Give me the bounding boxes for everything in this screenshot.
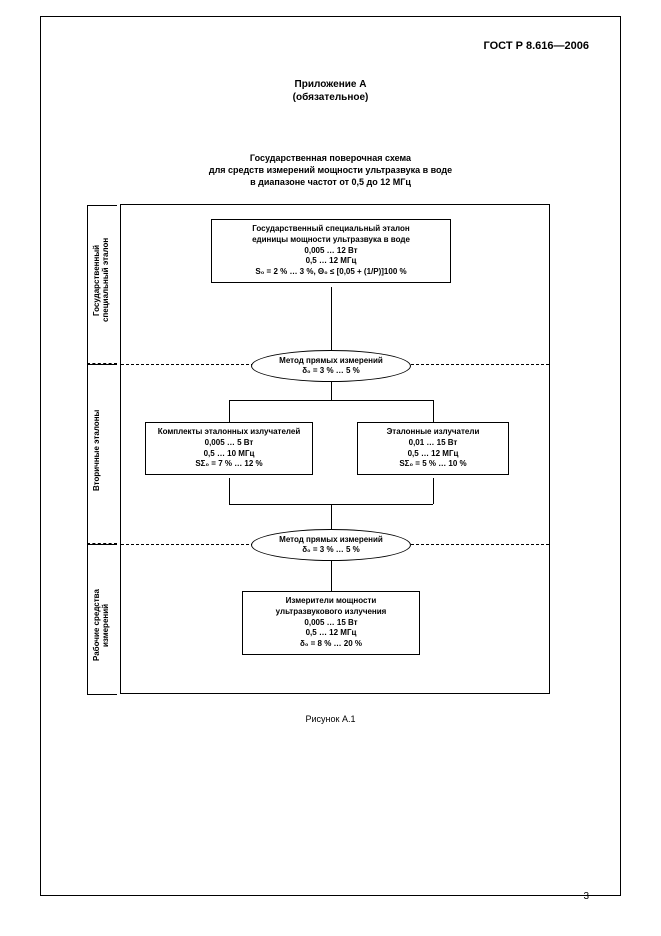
title-line-3: в диапазоне частот от 0,5 до 12 МГц xyxy=(0,176,661,188)
appendix-label: Приложение А xyxy=(0,78,661,91)
title-line-1: Государственная поверочная схема xyxy=(0,152,661,164)
document-code: ГОСТ Р 8.616—2006 xyxy=(484,40,589,52)
connector-3b xyxy=(433,478,434,504)
row-label-working: Рабочие средстваизмерений xyxy=(93,565,111,685)
page-number: 3 xyxy=(583,891,589,902)
diagram-title: Государственная поверочная схема для сре… xyxy=(0,152,661,188)
method1-l1: Метод прямых измерений xyxy=(252,356,410,366)
node-emitters: Эталонные излучатели 0,01 … 15 Вт 0,5 … … xyxy=(357,422,509,475)
figure-caption: Рисунок А.1 xyxy=(0,714,661,724)
emitters-l2: 0,01 … 15 Вт xyxy=(362,438,504,449)
connector-4 xyxy=(331,504,332,531)
connector-2b xyxy=(433,400,434,422)
emitters-l4: SΣ₀ = 5 % … 10 % xyxy=(362,459,504,470)
node-state-etalon: Государственный специальный эталон едини… xyxy=(211,219,451,283)
row-label-primary: Государственныйспециальный эталон xyxy=(93,215,111,345)
etalon-l2: единицы мощности ультразвука в воде xyxy=(216,235,446,246)
connector-2a xyxy=(229,400,230,422)
connector-5 xyxy=(331,561,332,591)
meters-l4: 0,5 … 12 МГц xyxy=(247,628,415,639)
etalon-l5: S₀ = 2 % … 3 %, Θ₀ ≤ [0,05 + (1/P)]100 % xyxy=(216,267,446,278)
connector-split xyxy=(229,400,433,401)
meters-l2: ультразвукового излучения xyxy=(247,607,415,618)
node-etalon-set: Комплекты эталонных излучателей 0,005 … … xyxy=(145,422,313,475)
appendix-type: (обязательное) xyxy=(0,91,661,104)
connector-1 xyxy=(331,287,332,350)
etalon-l3: 0,005 … 12 Вт xyxy=(216,246,446,257)
method2-l2: δ₀ = 3 % … 5 % xyxy=(252,545,410,555)
title-line-2: для средств измерений мощности ультразву… xyxy=(0,164,661,176)
node-method-2: Метод прямых измерений δ₀ = 3 % … 5 % xyxy=(251,529,411,561)
emitters-l1: Эталонные излучатели xyxy=(362,427,504,438)
meters-l3: 0,005 … 15 Вт xyxy=(247,618,415,629)
method2-l1: Метод прямых измерений xyxy=(252,535,410,545)
set-l2: 0,005 … 5 Вт xyxy=(150,438,308,449)
set-l1: Комплекты эталонных излучателей xyxy=(150,427,308,438)
appendix-header: Приложение А (обязательное) xyxy=(0,78,661,104)
etalon-l4: 0,5 … 12 МГц xyxy=(216,256,446,267)
set-l3: 0,5 … 10 МГц xyxy=(150,449,308,460)
etalon-l1: Государственный специальный эталон xyxy=(216,224,446,235)
set-l4: SΣ₀ = 7 % … 12 % xyxy=(150,459,308,470)
connector-3a xyxy=(229,478,230,504)
method1-l2: δ₀ = 3 % … 5 % xyxy=(252,366,410,376)
meters-l5: δ₀ = 8 % … 20 % xyxy=(247,639,415,650)
row-label-secondary: Вторичные эталоны xyxy=(93,385,111,515)
emitters-l3: 0,5 … 12 МГц xyxy=(362,449,504,460)
node-meters: Измерители мощности ультразвукового излу… xyxy=(242,591,420,655)
flowchart-diagram: Государственныйспециальный эталон Вторич… xyxy=(120,204,550,694)
connector-2 xyxy=(331,382,332,400)
meters-l1: Измерители мощности xyxy=(247,596,415,607)
node-method-1: Метод прямых измерений δ₀ = 3 % … 5 % xyxy=(251,350,411,382)
